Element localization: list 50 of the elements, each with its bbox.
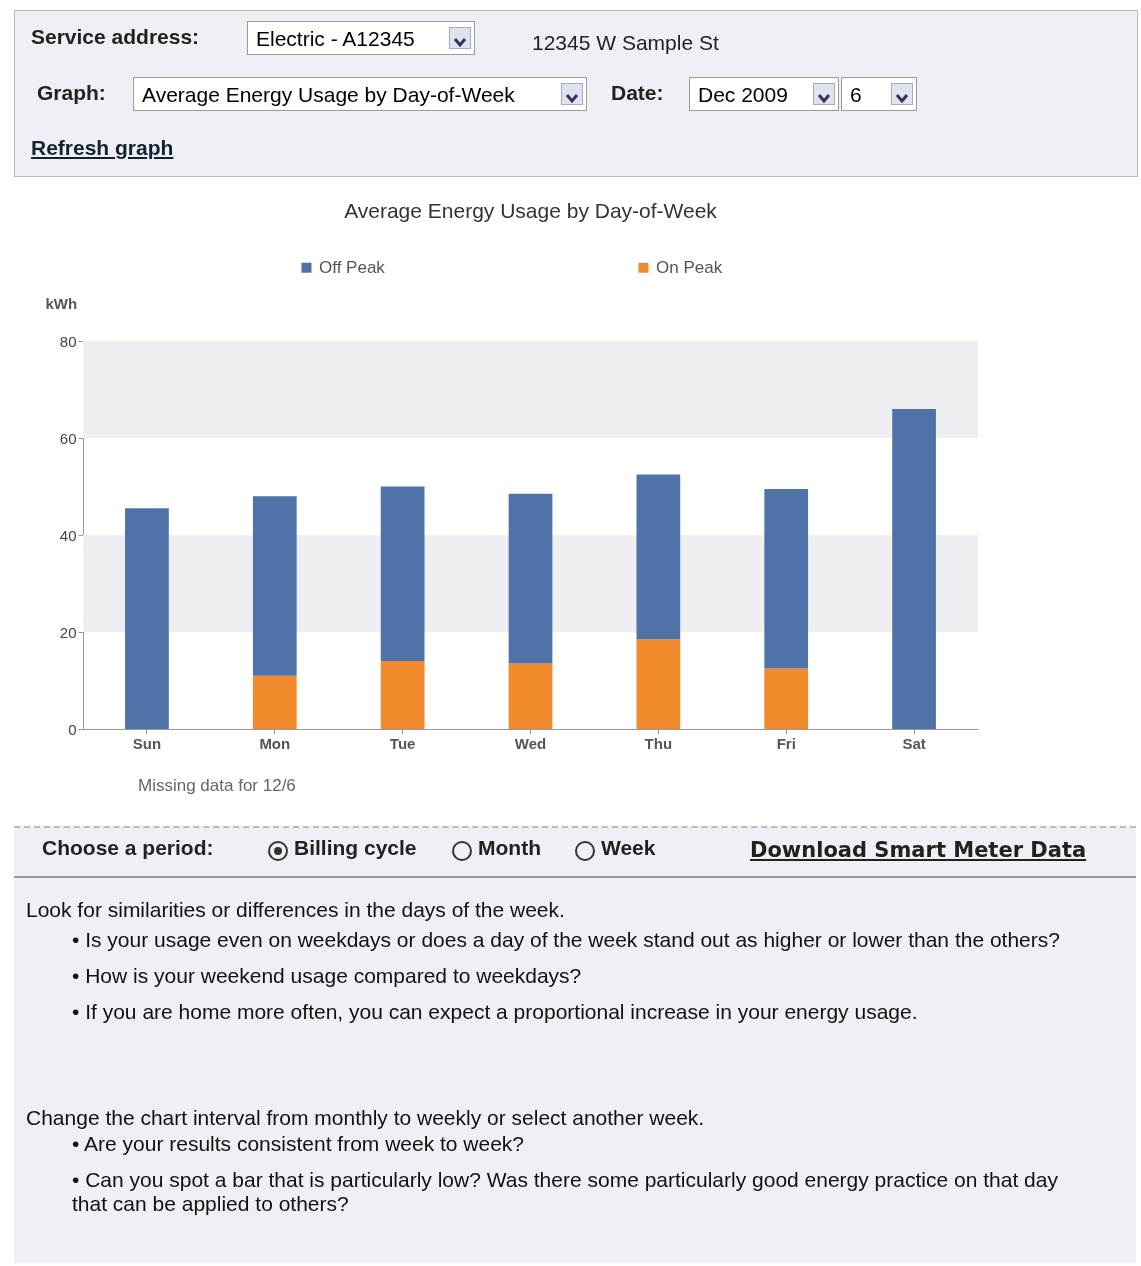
text: Missing data for 12/6 [138,776,296,796]
y-axis-title: kWh [45,294,78,312]
x-tick-label: Mon [259,734,291,752]
text: 6 [841,77,917,111]
bar [125,508,169,729]
y-tick-label: 80 [59,332,77,350]
text: Service address: [31,25,200,49]
legend-label: On Peak [656,257,723,277]
bar [380,486,425,662]
x-tick-label: Fri [776,734,796,752]
text: • Are your results consistent from week to week? [72,1132,526,1156]
bar [636,474,681,640]
bar [252,496,297,676]
bar [764,668,809,729]
chart-title: Average Energy Usage by Day-of-Week [344,199,718,222]
text: Look for similarities or differences in the days of the week. [26,898,565,922]
bar [764,488,809,669]
y-tick-label: 20 [59,623,77,641]
text: • If you are home more often, you can expect a proportional increase in your energy usage. [72,1000,919,1024]
text: Dec 2009 [689,77,839,111]
text: • Is your usage even on weekdays or does a day of the week stand out as higher or lower than the others? [72,928,1061,952]
text: Electric - A12345 [247,21,475,55]
x-tick-label: Thu [644,734,673,752]
y-tick-label: 0 [68,720,77,738]
text: Change the chart interval from monthly to weekly or select another week. [26,1106,705,1130]
y-tick-label: 40 [59,526,77,544]
text: Billing cycle [294,836,417,860]
x-tick-label: Sun [132,734,162,752]
text: Average Energy Usage by Day-of-Week [133,77,587,111]
bar [636,639,681,729]
bar [508,493,553,664]
text: 12345 W Sample St [532,31,719,55]
text: • How is your weekend usage compared to weekdays? [72,964,583,988]
bar [508,663,553,729]
bar [380,661,425,729]
bar [252,675,297,729]
text: • Can you spot a bar that is particularly low? Was there some particularly good energy practice on that day that can be applied to others? [72,1168,1059,1216]
x-tick-label: Tue [389,734,416,752]
text: Download Smart Meter Data [750,838,1087,862]
text: Graph: [37,81,106,105]
x-tick-label: Wed [514,734,547,752]
text: Choose a period: [42,836,214,860]
text: Month [478,836,541,860]
bar [892,408,936,729]
x-tick-label: Sat [902,734,926,752]
legend-label: Off Peak [319,257,386,277]
text: Refresh graph [31,136,174,160]
text: Date: [611,81,664,105]
y-tick-label: 60 [59,429,77,447]
text: Week [601,836,656,860]
